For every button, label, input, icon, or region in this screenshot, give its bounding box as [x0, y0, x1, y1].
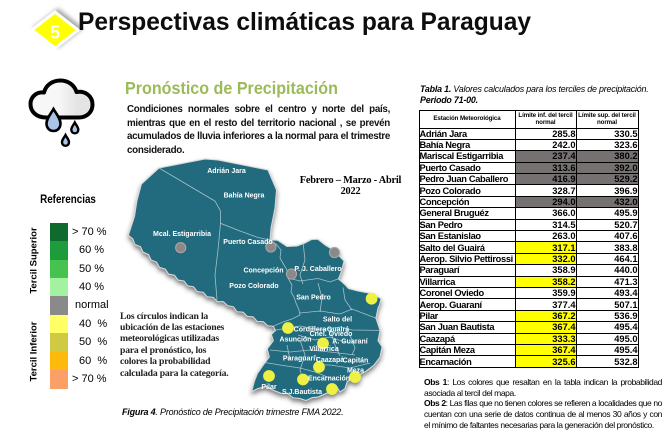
svg-text:Capitán: Capitán — [343, 358, 369, 365]
svg-text:San Pedro: San Pedro — [296, 295, 331, 302]
svg-text:Asunción: Asunción — [280, 337, 312, 344]
svg-text:A. Guaraní: A. Guaraní — [332, 339, 368, 346]
svg-text:P. J. Caballero: P. J. Caballero — [294, 266, 341, 273]
svg-text:S.J.Bautista: S.J.Bautista — [282, 389, 322, 396]
svg-text:Bahía Negra: Bahía Negra — [224, 193, 265, 200]
svg-text:Puerto Casado: Puerto Casado — [223, 239, 272, 246]
svg-text:Cordillera: Cordillera — [294, 327, 327, 334]
svg-text:Guairá: Guairá — [327, 327, 349, 334]
svg-text:Meza: Meza — [347, 368, 364, 375]
svg-text:Villarrica: Villarrica — [309, 346, 339, 353]
svg-text:Paraguarí: Paraguarí — [283, 356, 316, 363]
svg-text:Pozo Colorado: Pozo Colorado — [229, 283, 278, 290]
svg-text:Adrián Jara: Adrián Jara — [207, 168, 246, 175]
svg-text:Cnel. Oviedo: Cnel. Oviedo — [310, 331, 353, 338]
svg-text:Pilar: Pilar — [261, 384, 276, 391]
svg-text:Caazapá: Caazapá — [316, 357, 345, 364]
svg-text:Concepción: Concepción — [243, 268, 283, 275]
svg-text:Mcal. Estigarribia: Mcal. Estigarribia — [153, 231, 211, 238]
svg-text:Salto del: Salto del — [323, 317, 352, 324]
svg-text:5: 5 — [50, 23, 60, 43]
svg-text:Encarnación: Encarnación — [308, 376, 350, 383]
